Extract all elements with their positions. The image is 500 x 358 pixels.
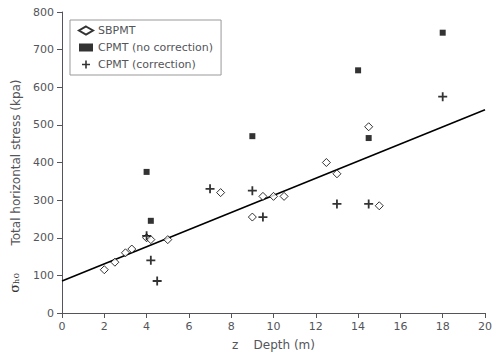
svg-text:8: 8 [228,320,235,333]
svg-text:2: 2 [101,320,108,333]
svg-text:0: 0 [47,307,54,320]
svg-text:500: 500 [33,118,54,131]
svg-text:6: 6 [185,320,192,333]
svg-text:700: 700 [33,43,54,56]
svg-text:100: 100 [33,269,54,282]
svg-text:18: 18 [436,320,450,333]
svg-text:CPMT (correction): CPMT (correction) [98,58,196,71]
svg-text:z Depth (m): z Depth (m) [232,338,315,352]
svg-text:σₕ₀: σₕ₀ [7,273,22,293]
svg-text:12: 12 [309,320,323,333]
svg-text:Total horizontal stress (kpa): Total horizontal stress (kpa) [9,79,23,246]
svg-text:800: 800 [33,6,54,19]
svg-text:4: 4 [143,320,150,333]
svg-text:300: 300 [33,194,54,207]
svg-text:CPMT (no correction): CPMT (no correction) [98,41,213,54]
svg-text:200: 200 [33,231,54,244]
svg-text:0: 0 [59,320,66,333]
svg-text:600: 600 [33,81,54,94]
svg-text:10: 10 [267,320,281,333]
svg-text:SBPMT: SBPMT [98,24,136,37]
svg-text:16: 16 [393,320,407,333]
svg-text:400: 400 [33,156,54,169]
svg-text:14: 14 [351,320,365,333]
svg-text:20: 20 [478,320,492,333]
